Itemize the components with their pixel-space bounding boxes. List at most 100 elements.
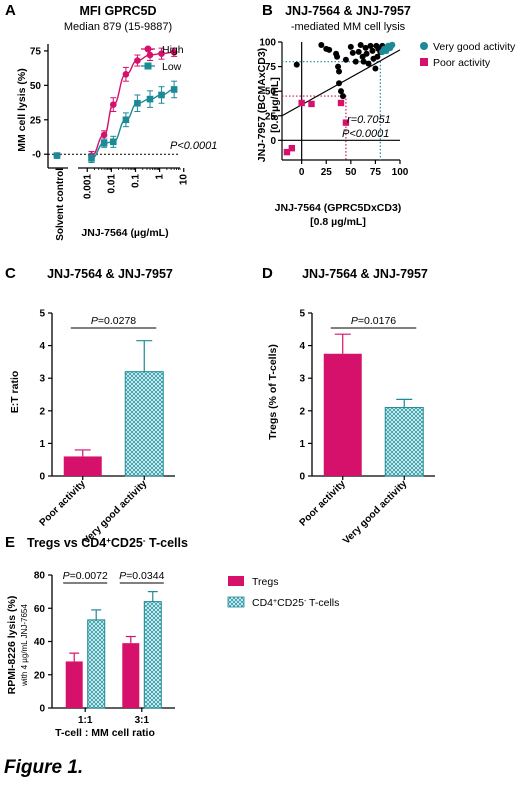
legend-very-good-label: Very good activity xyxy=(433,41,516,53)
panel-b-point xyxy=(349,49,356,56)
d-y-tick-label: 2 xyxy=(299,406,305,417)
panel-a-point-high xyxy=(122,71,130,78)
panel-b-xlabel-line2: [0.8 µg/mL] xyxy=(310,216,366,228)
panel-b-plot: 0 25 50 75 100 0 25 50 75 100 xyxy=(259,38,408,179)
panel-a-point-high xyxy=(158,50,165,57)
panel-a-point-high xyxy=(134,57,141,64)
panel-b-point xyxy=(363,50,370,57)
panel-a-point-low xyxy=(88,155,95,162)
panel-b-point-poor xyxy=(308,100,315,108)
panel-e-bar xyxy=(87,619,106,709)
panel-b-point xyxy=(336,68,343,75)
d-y-tick-label: 0 xyxy=(299,472,305,483)
panel-a-point-low xyxy=(158,91,165,99)
panel-e-category-label: 1:1 xyxy=(78,715,93,726)
panel-b-y-tick-label: 0 xyxy=(270,136,276,147)
c-y-tick-label: 4 xyxy=(39,341,45,352)
panel-b-subtitle: -mediated MM cell lysis xyxy=(291,21,406,33)
panel-a-y-tick-label: 50 xyxy=(30,81,42,92)
panel-e-y-tick-label: 0 xyxy=(39,704,45,715)
panel-a-title: MFI GPRC5D xyxy=(79,4,156,18)
panel-b-point xyxy=(318,41,325,48)
panel-b-y-tick-label: 75 xyxy=(265,62,277,73)
panel-a-x-tick-label: 10 xyxy=(179,174,190,186)
panel-a-subtitle: Median 879 (15-9887) xyxy=(64,21,172,33)
panel-a-letter: A xyxy=(5,2,16,19)
panel-e-legend: Tregs CD4+CD25- T-cells xyxy=(227,576,339,609)
d-y-tick-label: 1 xyxy=(299,439,305,450)
panel-a-point-high xyxy=(146,51,154,59)
legend-tregs-label: Tregs xyxy=(252,576,278,588)
panel-b: B JNJ-7564 & JNJ-7957 -mediated MM cell … xyxy=(256,2,516,228)
d-y-tick-label: 3 xyxy=(299,374,305,385)
panel-b-point-poor xyxy=(288,145,296,152)
panel-b-point xyxy=(326,46,333,53)
panel-e-bar xyxy=(122,643,140,708)
panel-d-letter: D xyxy=(262,265,273,282)
panel-b-y-tick-label: 100 xyxy=(259,38,276,49)
panel-a: A MFI GPRC5D Median 879 (15-9887) -0 25 50… xyxy=(5,2,217,241)
panel-b-annotation-p: P<0.0001 xyxy=(342,128,389,140)
panel-e-bar xyxy=(65,661,83,708)
panel-a-point-low xyxy=(122,116,130,124)
c-pvalue: P=0.0278 xyxy=(91,315,136,327)
c-y-tick-label: 1 xyxy=(39,439,45,450)
panel-c: C JNJ-7564 & JNJ-7957 0 1 2 3 4 5 Poor activit… xyxy=(5,265,175,547)
panel-a-ylabel: MM cell lysis (%) xyxy=(16,68,28,151)
panel-b-point-poor xyxy=(337,99,345,107)
panel-b-letter: B xyxy=(262,2,273,19)
panel-a-point-low xyxy=(170,86,178,93)
panel-e-plot: 0 20 40 60 80 1:1 P=0.0072 3:1 P=0.0344 xyxy=(34,570,175,726)
panel-b-point xyxy=(362,44,369,51)
panel-a-annotation: P<0.0001 xyxy=(170,140,217,152)
legend-low-label: Low xyxy=(162,61,182,73)
panel-e: E Tregs vs CD4+CD25- T-cells 0 20 40 60 80 1:… xyxy=(5,534,339,739)
panel-e-bar xyxy=(143,601,162,709)
panel-b-y-tick-label: 25 xyxy=(265,111,277,122)
panel-b-point xyxy=(367,42,374,49)
panel-b-point-very-good xyxy=(388,41,396,49)
panel-b-title: JNJ-7564 & JNJ-7957 xyxy=(285,4,411,18)
panel-b-point xyxy=(334,53,341,60)
panel-e-xlabel: T-cell : MM cell ratio xyxy=(55,727,155,739)
panel-b-point xyxy=(338,88,344,95)
panel-b-teal-reference xyxy=(282,61,381,160)
panel-b-x-tick-label: 75 xyxy=(370,167,382,178)
legend-poor-label: Poor activity xyxy=(433,57,491,69)
panel-b-point xyxy=(347,43,354,50)
c-bar xyxy=(63,456,102,476)
panel-c-ylabel: E:T ratio xyxy=(9,371,21,414)
panel-b-annotation-r: r=0.7051 xyxy=(347,114,391,126)
panel-a-point-low xyxy=(109,138,117,146)
panel-e-y-tick-label: 20 xyxy=(34,670,46,681)
panel-b-point xyxy=(352,58,359,65)
d-category-label: Very good activity xyxy=(341,478,410,547)
legend-high-label: High xyxy=(162,44,184,56)
panel-b-point-poor xyxy=(298,99,305,107)
panel-b-point-poor xyxy=(283,148,291,156)
panel-b-ylabel-line1: JNJ-7957 (BCMAxCD3) xyxy=(256,48,268,162)
panel-e-ylabel-line2: with 4 µg/mL JNJ-7654 xyxy=(20,604,29,687)
d-y-tick-label: 4 xyxy=(299,341,305,352)
panel-a-point-low xyxy=(100,139,108,147)
panel-b-legend: Very good activity Poor activity xyxy=(420,41,516,69)
panel-a-point-low xyxy=(146,95,154,103)
panel-b-x-tick-label: 100 xyxy=(392,167,409,178)
panel-e-pvalue: P=0.0072 xyxy=(63,570,108,582)
panel-a-x-tick-label: 0.1 xyxy=(130,174,141,188)
panel-e-letter: E xyxy=(5,534,15,551)
panel-b-point xyxy=(355,48,362,55)
panel-b-point xyxy=(293,61,300,68)
panel-b-point-poor xyxy=(342,119,350,126)
panel-b-xlabel-line1: JNJ-7564 (GPRC5DxCD3) xyxy=(275,202,402,214)
c-y-tick-label: 3 xyxy=(39,374,45,385)
panel-a-y-tick-label: 25 xyxy=(30,115,42,126)
panel-b-x-tick-label: 50 xyxy=(345,167,357,178)
c-bar xyxy=(124,371,164,477)
panel-a-y-tick-label: 75 xyxy=(30,46,42,57)
panel-b-point xyxy=(369,47,376,54)
panel-e-pvalue: P=0.0344 xyxy=(119,570,164,582)
panel-a-x-tick-label: 0.001 xyxy=(82,174,93,199)
